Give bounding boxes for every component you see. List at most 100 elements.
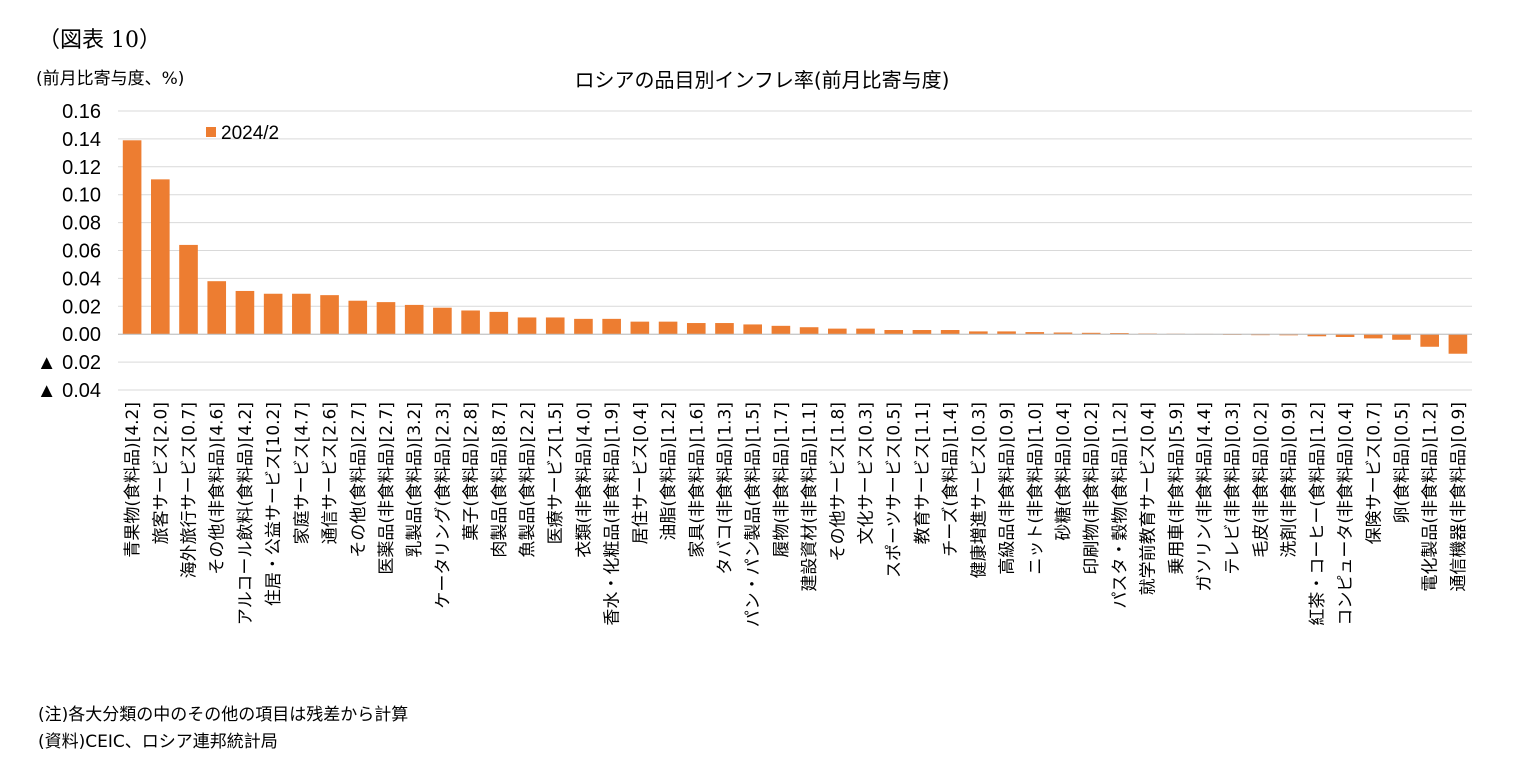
x-tick-label: パスタ・穀物(食料品)[1.2] (1110, 402, 1130, 609)
bar (1081, 332, 1101, 335)
bar (828, 328, 847, 335)
y-tick-label: ▲ 0.04 (37, 380, 101, 402)
x-tick-label: その他サービス[1.8] (828, 402, 848, 561)
bar (1025, 332, 1045, 335)
x-tick-label: 砂糖(食料品)[0.4] (1054, 402, 1074, 541)
x-tick-label: スポーツサービス[0.5] (885, 402, 905, 578)
x-tick-label: 魚製品(食料品)[2.2] (518, 402, 538, 558)
x-tick-label: 教育サービス[1.1] (913, 402, 933, 544)
x-tick-label: 印刷物(非食料品)[0.2] (1082, 402, 1102, 575)
y-tick-label: 0.12 (62, 157, 101, 179)
x-tick-label: アルコール飲料(食料品)[4.2] (236, 402, 256, 625)
bar (574, 318, 593, 335)
bar (658, 321, 678, 335)
bar (969, 331, 988, 335)
bar (856, 328, 875, 335)
x-tick-label: コンピュータ(非食料品)[0.4] (1336, 402, 1356, 626)
bar (997, 331, 1016, 335)
chart-title: ロシアの品目別インフレ率(前月比寄与度) (574, 68, 950, 92)
bar (743, 324, 762, 335)
bar (1279, 334, 1298, 336)
x-tick-label: チーズ(食料品)[1.4] (941, 402, 961, 557)
y-tick-label: 0.02 (62, 296, 101, 318)
x-tick-label: 菓子(食料品)[2.8] (462, 402, 482, 541)
bar (348, 300, 368, 335)
x-tick-label: 居住サービス[0.4] (631, 402, 651, 544)
bar (602, 318, 621, 335)
bar-chart: 0.16 0.14 0.12 0.10 0.08 0.06 0.04 0.02 0.00 ▲ 0.… (37, 101, 1472, 627)
x-tick-label: 高級品(非食料品)[0.9] (998, 402, 1018, 575)
bar (207, 281, 227, 335)
x-tick-label: 香水・化粧品(非食料品)[1.9] (603, 402, 623, 626)
bar (404, 304, 424, 335)
x-tick-label: 健康増進サービス[0.3] (969, 402, 989, 578)
bar (1392, 334, 1411, 340)
bar (1335, 334, 1355, 337)
x-tick-label: 旅客サービス[2.0] (151, 402, 171, 544)
x-tick-label: 洗剤(非食料品)[0.9] (1280, 402, 1300, 558)
bar (940, 330, 960, 335)
y-tick-label: 0.10 (62, 185, 101, 207)
x-tick-label: ケータリング(食料品)[2.3] (433, 402, 453, 609)
x-tick-label: テレビ(非食料品)[0.3] (1223, 402, 1243, 575)
y-tick-label: 0.06 (62, 241, 101, 263)
x-tick-label: ニット(非食料品)[1.0] (1026, 402, 1046, 575)
x-tick-label: パン・パン製品(食料品)[1.5] (744, 402, 764, 627)
bar (686, 323, 706, 335)
y-tick-label: 0.00 (62, 324, 101, 346)
bar (1110, 333, 1129, 335)
bar (517, 317, 537, 335)
y-axis-unit-label: (前月比寄与度、%) (36, 69, 185, 89)
bar (320, 295, 339, 335)
legend-label: 2024/2 (221, 123, 279, 144)
x-tick-label: 乳製品(食料品)[3.2] (405, 402, 425, 558)
x-tick-label: 家具(非食料品)[1.6] (687, 402, 707, 558)
x-tick-label: 通信機器(非食料品)[0.9] (1449, 402, 1469, 592)
y-tick-label: 0.04 (62, 268, 101, 290)
x-tick-label: ガソリン(非食料品)[4.4] (1195, 402, 1215, 592)
bar (1307, 334, 1327, 337)
x-tick-label: 文化サービス[0.3] (857, 402, 877, 544)
x-tick-label: 海外旅行サービス[0.7] (180, 402, 200, 578)
x-tick-label: 紅茶・コーヒー(食料品)[1.2] (1308, 402, 1328, 626)
bar (771, 325, 791, 335)
x-tick-label: 乗用車(非食料品)[5.9] (1167, 402, 1187, 575)
y-tick-label: 0.08 (62, 213, 101, 235)
notes: (注)各大分類の中のその他の項目は残差から計算 (資料)CEIC、ロシア連邦統計… (38, 702, 408, 756)
bar (151, 179, 170, 335)
legend-swatch (206, 127, 216, 137)
bar (884, 330, 904, 335)
y-tick-label: 0.16 (62, 101, 101, 123)
bar (179, 244, 198, 335)
bar (235, 290, 255, 335)
bar (1053, 332, 1073, 335)
x-tick-label: 保険サービス[0.7] (1364, 402, 1384, 544)
x-tick-label: 青果物(食料品)[4.2] (123, 402, 143, 558)
bar (433, 307, 452, 335)
bar (489, 311, 509, 335)
bar (292, 293, 311, 335)
x-tick-label: 油脂(食料品)[1.2] (659, 402, 679, 541)
x-tick-label: 電化製品(非食料品)[1.2] (1421, 402, 1441, 592)
x-tick-label: 家庭サービス[4.7] (292, 402, 312, 544)
bar (461, 310, 480, 335)
x-tick-label: 医薬品(非食料品)[2.7] (377, 402, 397, 575)
bar (1363, 334, 1383, 339)
x-tick-label: その他(食料品)[2.7] (349, 402, 369, 558)
note-text: (注)各大分類の中のその他の項目は残差から計算 (38, 705, 409, 725)
x-tick-label: 履物(非食料品)[1.7] (772, 402, 792, 558)
y-tick-label: 0.14 (62, 129, 101, 151)
bar (122, 140, 142, 335)
x-tick-label: 毛皮(非食料品)[0.2] (1251, 402, 1271, 558)
x-tick-label: 衣類(非食料品)[4.0] (574, 402, 594, 558)
figure-label: （図表 10） (38, 28, 161, 53)
bar (630, 321, 650, 335)
bar (376, 302, 396, 335)
x-tick-label: タバコ(非食料品)[1.3] (715, 402, 735, 575)
x-tick-label: 建設資材(非食料品)[1.1] (800, 402, 820, 592)
x-tick-label: 医療サービス[1.5] (546, 402, 566, 544)
bar (799, 327, 819, 335)
bar (715, 323, 734, 335)
y-tick-label: ▲ 0.02 (37, 352, 101, 374)
bar (263, 293, 283, 335)
